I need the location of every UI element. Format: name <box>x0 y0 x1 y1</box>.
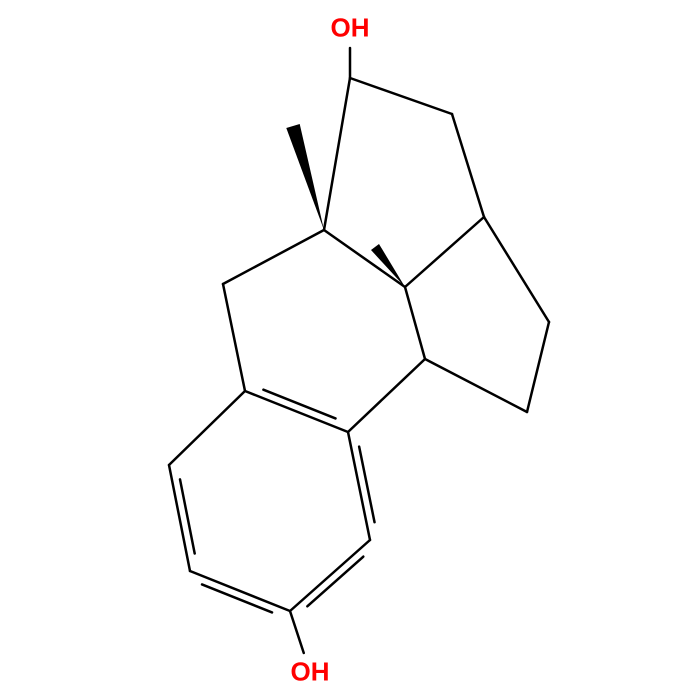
atom-label-o2: OH <box>291 657 330 688</box>
molecule-svg <box>0 0 700 700</box>
atom-label-o1: OH <box>331 13 370 44</box>
